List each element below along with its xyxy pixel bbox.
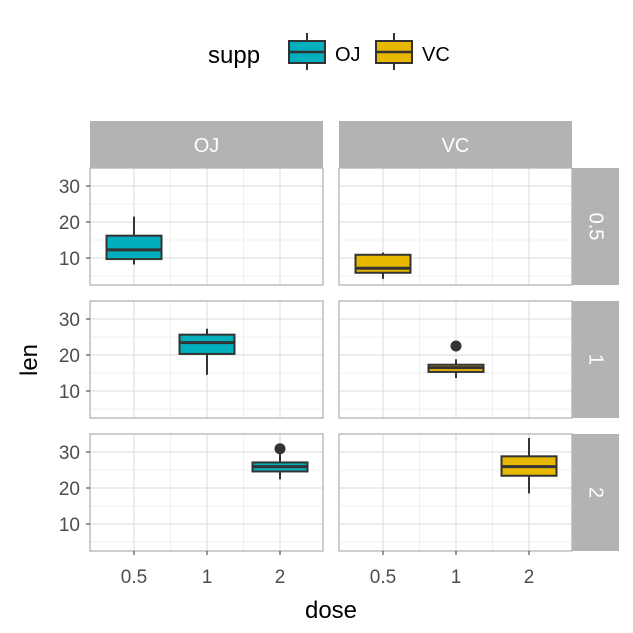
panel-border <box>338 167 573 286</box>
facet-row-strip <box>572 168 619 285</box>
box-oj-dose-2 <box>251 443 309 480</box>
y-tick-label: 30 <box>59 443 80 464</box>
facet-strip-oj <box>90 121 323 168</box>
facet-row-strip-label: 1 <box>585 354 607 365</box>
y-axis-title: len <box>16 344 43 376</box>
box-oj-dose-1 <box>178 328 236 375</box>
y-tick-label: 20 <box>59 346 80 367</box>
facet-strip-label: OJ <box>194 135 220 157</box>
panel-border <box>89 167 324 286</box>
legend: supp OJ VC <box>208 33 450 70</box>
y-tick-label: 30 <box>59 310 80 331</box>
x-tick-label: 0.5 <box>121 567 147 588</box>
facet-strip-vc <box>339 121 572 168</box>
y-tick-label: 10 <box>59 249 80 270</box>
facet-row-strip <box>572 301 619 418</box>
panel <box>89 167 324 286</box>
legend-label-oj: OJ <box>335 44 361 66</box>
box-outlier-point <box>274 443 286 455</box>
panel <box>89 433 324 552</box>
panel-border <box>338 300 573 419</box>
facet-row-strip <box>572 434 619 551</box>
facet-strip-label: VC <box>442 135 470 157</box>
y-tick-label: 20 <box>59 213 80 234</box>
panel-border <box>89 300 324 419</box>
legend-title: supp <box>208 42 260 69</box>
y-tick-label: 10 <box>59 515 80 536</box>
facet-row-strip-label: 0.5 <box>585 213 607 241</box>
box-vc-dose-1 <box>427 340 485 379</box>
x-tick-label: 1 <box>202 567 213 588</box>
facet-row-strip-label: 2 <box>585 487 607 498</box>
box-outlier-point <box>450 340 462 352</box>
x-tick-label: 0.5 <box>370 567 396 588</box>
legend-key-oj <box>288 33 326 70</box>
box-body <box>354 253 412 274</box>
box-vc-dose-2 <box>500 437 558 494</box>
legend-key-vc <box>375 33 413 70</box>
x-tick-label: 2 <box>524 567 535 588</box>
x-tick-label: 2 <box>275 567 286 588</box>
box-oj-dose-0.5 <box>105 216 163 265</box>
y-tick-label: 10 <box>59 382 80 403</box>
x-tick-label: 1 <box>451 567 462 588</box>
y-tick-label: 30 <box>59 177 80 198</box>
y-tick-label: 20 <box>59 479 80 500</box>
legend-label-vc: VC <box>422 44 450 66</box>
box-body <box>178 333 236 355</box>
panel <box>338 433 573 552</box>
box-body <box>105 234 163 261</box>
box-vc-dose-0.5 <box>354 252 412 279</box>
x-axis-title: dose <box>305 597 357 624</box>
